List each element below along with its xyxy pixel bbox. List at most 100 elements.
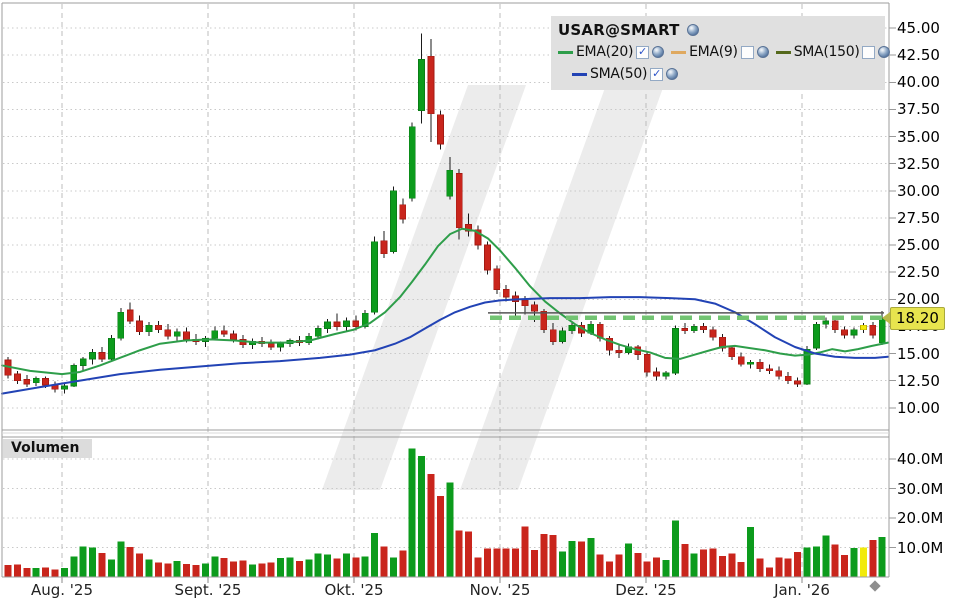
ema20-globe-icon[interactable] — [652, 46, 665, 58]
volume-bar — [352, 557, 360, 577]
price-tick-label: 20.00 — [897, 290, 940, 309]
watermark-band — [460, 85, 664, 490]
overlay-line-ema20 — [1, 227, 889, 376]
candle-body — [427, 55, 435, 115]
price-tick-label: 10.00 — [897, 398, 940, 417]
candle-body — [117, 311, 125, 339]
volume-bar — [342, 553, 350, 577]
volume-bar — [371, 532, 379, 577]
volume-bar — [483, 548, 491, 577]
volume-bar — [389, 557, 397, 577]
volume-bar — [671, 520, 679, 577]
volume-bar — [42, 567, 50, 577]
candle-body — [14, 373, 21, 381]
candle-body — [136, 320, 143, 333]
volume-pane[interactable] — [2, 437, 889, 577]
candle-body — [32, 378, 40, 384]
volume-bar — [812, 546, 820, 577]
volume-bar — [173, 561, 181, 577]
candle-body — [549, 329, 557, 342]
candle-body — [606, 337, 613, 351]
volume-bar — [634, 552, 642, 577]
volume-bar — [70, 556, 78, 577]
volume-bar — [154, 562, 162, 577]
volume-bar — [577, 541, 585, 577]
legend-panel: USAR@SMART EMA(20) ✓ EMA(9) SMA(150) SMA(50… — [551, 16, 891, 90]
sma150-checkbox[interactable] — [862, 45, 876, 59]
volume-bar — [201, 563, 209, 577]
candle-body — [662, 372, 670, 377]
volume-bar — [653, 557, 661, 577]
volume-bar — [305, 559, 313, 577]
candle-body — [850, 329, 858, 336]
volume-bar — [399, 550, 407, 577]
price-tick-label: 37.50 — [897, 100, 940, 119]
candle-body — [390, 190, 397, 252]
candle-body — [559, 330, 566, 342]
candle-body — [784, 375, 792, 382]
volume-bar — [145, 559, 153, 577]
candle-body — [211, 330, 219, 339]
volume-bar — [126, 546, 134, 577]
volume-bar — [117, 541, 125, 577]
volume-bar — [474, 557, 482, 577]
price-tick-label: 27.50 — [897, 208, 940, 227]
candle-body — [775, 370, 783, 377]
symbol-globe-icon[interactable] — [686, 24, 699, 36]
candle-body — [822, 320, 830, 325]
candle-body — [831, 320, 839, 331]
volume-bar — [136, 553, 144, 577]
volume-bar — [624, 543, 632, 577]
candle-body — [615, 349, 623, 353]
ema9-globe-icon[interactable] — [756, 46, 769, 58]
volume-bar — [13, 564, 21, 577]
month-label: Jan. '26 — [774, 581, 830, 599]
ema20-checkbox[interactable]: ✓ — [636, 44, 650, 59]
candle-body — [756, 361, 764, 370]
candle-body — [79, 358, 87, 366]
volume-bar — [878, 537, 886, 577]
price-tick-label: 22.50 — [897, 263, 940, 282]
sma50-globe-icon[interactable] — [666, 68, 679, 80]
candle-body — [343, 320, 350, 327]
last-price-value: 18.20 — [890, 306, 945, 330]
sma50-checkbox[interactable]: ✓ — [650, 66, 664, 81]
volume-bar — [314, 553, 322, 577]
legend-title-row: USAR@SMART — [558, 19, 878, 41]
candle-body — [690, 326, 698, 332]
candle-body — [155, 324, 162, 331]
volume-bar — [615, 554, 623, 577]
ema9-checkbox[interactable] — [740, 45, 754, 59]
volume-bar — [831, 544, 839, 577]
volume-bar — [23, 568, 31, 577]
candle-body — [474, 229, 482, 246]
volume-tick-label: 40.0M — [897, 450, 944, 468]
volume-bar — [587, 537, 595, 577]
candle-body — [709, 329, 717, 338]
candle-body — [672, 328, 679, 374]
volume-bar — [183, 564, 191, 577]
candle-body — [747, 361, 754, 365]
volume-bar — [436, 495, 444, 577]
ema9-line-swatch — [671, 50, 687, 54]
candle-body — [455, 173, 463, 229]
volume-bar — [850, 548, 858, 577]
watermark-band — [322, 85, 526, 490]
volume-bar — [606, 561, 614, 577]
month-label: Nov. '25 — [469, 581, 531, 599]
month-label: Sept. '25 — [174, 581, 242, 599]
volume-bar — [765, 567, 773, 577]
candle-body — [813, 323, 820, 349]
volume-bar — [32, 568, 40, 577]
volume-bar — [211, 556, 219, 577]
volume-bar — [559, 551, 567, 577]
candle-body — [61, 385, 68, 390]
candle-body — [70, 365, 78, 387]
volume-bar — [662, 559, 670, 577]
volume-bar — [549, 534, 557, 577]
volume-bar — [267, 562, 275, 577]
volume-bar — [784, 558, 792, 577]
legend-item-sma50: SMA(50) ✓ — [572, 66, 679, 82]
sma150-globe-icon[interactable] — [878, 46, 891, 58]
